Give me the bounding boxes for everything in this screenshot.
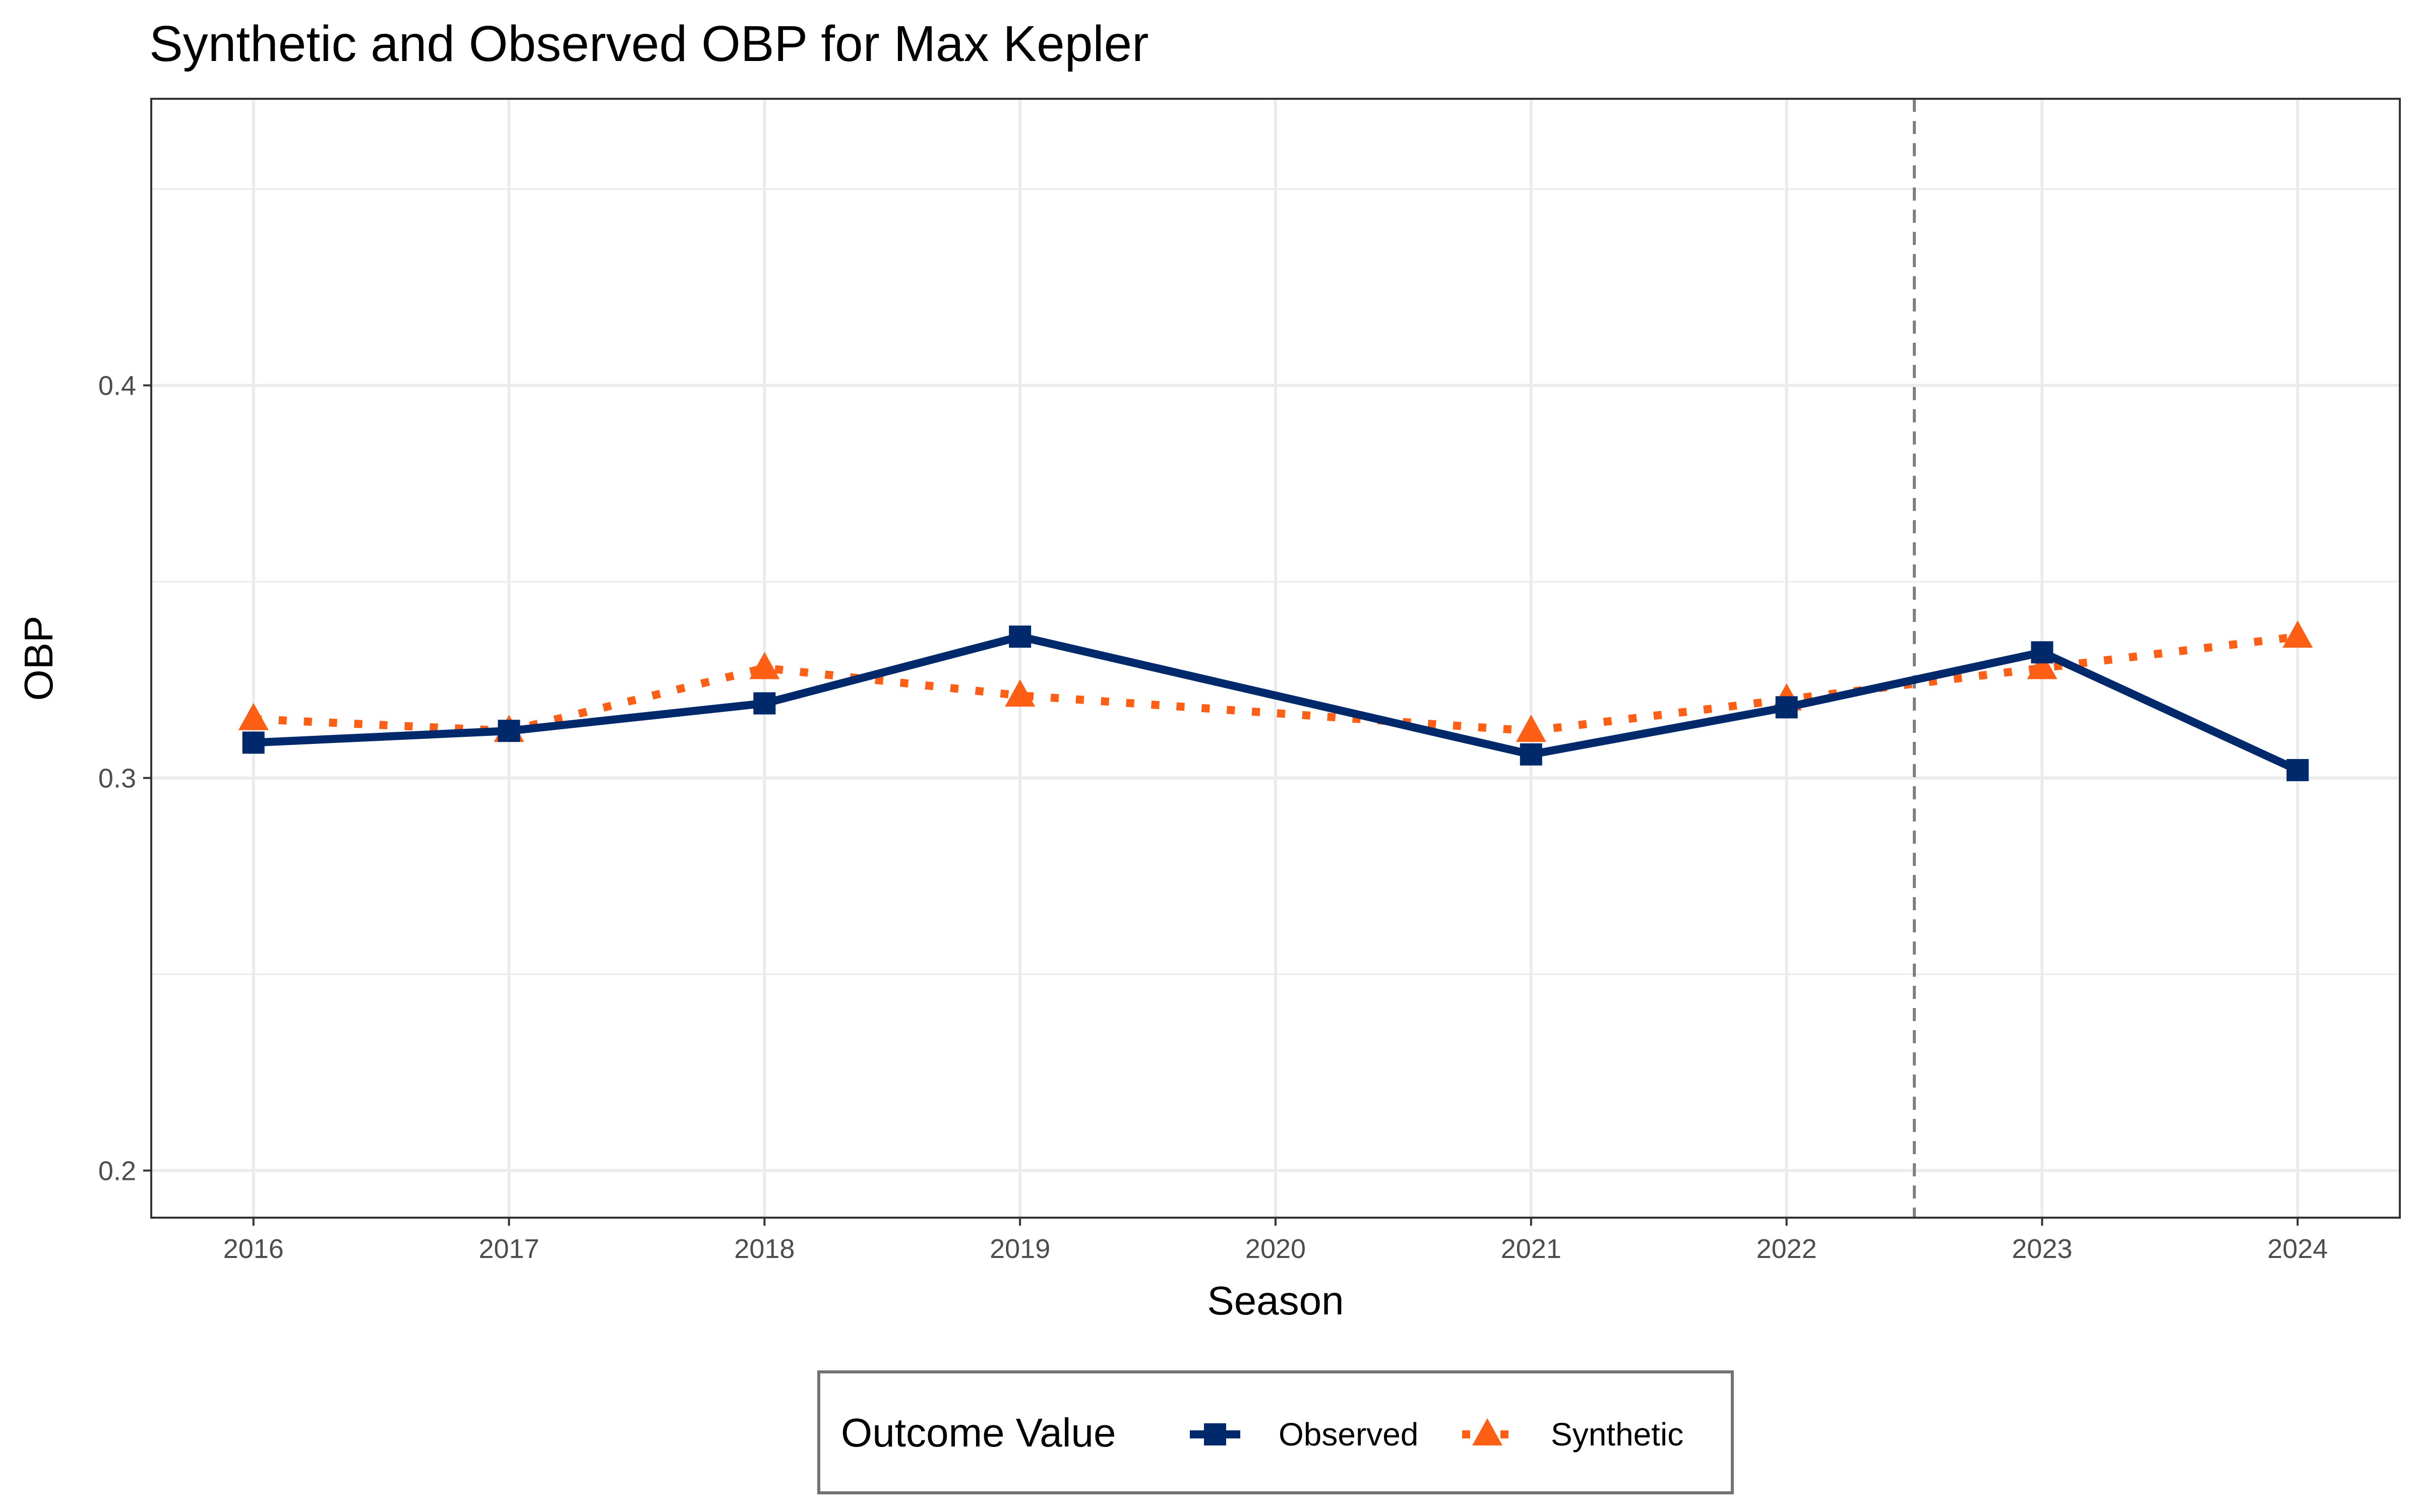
y-tick-label: 0.2 xyxy=(98,1156,136,1186)
x-tick-label: 2018 xyxy=(734,1234,795,1264)
synthetic-point xyxy=(2282,620,2313,648)
x-axis: 2016 2017 2018 2019 2020 2021 2022 2023 2024 xyxy=(223,1218,2328,1264)
synthetic-point xyxy=(238,703,269,730)
plot-panel xyxy=(150,98,2401,1219)
observed-point xyxy=(753,692,776,715)
observed-point xyxy=(2286,759,2309,781)
y-tick-label: 0.4 xyxy=(98,371,136,401)
series-line-observed xyxy=(253,633,2300,774)
y-tick-label: 0.3 xyxy=(98,764,136,794)
observed-point xyxy=(1520,743,1542,766)
legend-box xyxy=(817,1370,1734,1494)
synthetic-point xyxy=(1516,715,1546,742)
legend-item-observed: Observed xyxy=(1190,1416,1418,1453)
observed-point xyxy=(1775,696,1798,719)
x-tick-label: 2019 xyxy=(990,1234,1050,1264)
synthetic-point xyxy=(2027,652,2058,679)
legend-key-triangle xyxy=(1472,1418,1502,1445)
legend-label: Observed xyxy=(1279,1416,1418,1453)
observed-point xyxy=(242,731,265,754)
synthetic-point xyxy=(1005,679,1036,707)
series-layer xyxy=(238,620,2313,781)
legend-item-synthetic: Synthetic xyxy=(1462,1416,1683,1453)
x-tick-label: 2016 xyxy=(223,1234,284,1264)
x-tick-label: 2020 xyxy=(1245,1234,1306,1264)
observed-point xyxy=(2031,641,2053,664)
chart-title: Synthetic and Observed OBP for Max Keple… xyxy=(149,16,1148,72)
legend-title: Outcome Value xyxy=(841,1410,1116,1455)
legend: Outcome Value Observed Synthetic xyxy=(817,1370,1734,1494)
legend-items: Observed Synthetic xyxy=(1190,1416,1683,1453)
series-observed xyxy=(242,625,2309,781)
x-tick-label: 2023 xyxy=(2012,1234,2072,1264)
y-axis-title: OBP xyxy=(16,616,61,701)
x-tick-label: 2022 xyxy=(1757,1234,1817,1264)
observed-point xyxy=(498,720,520,742)
y-axis: 0.2 0.3 0.4 xyxy=(98,371,151,1186)
x-tick-label: 2021 xyxy=(1501,1234,1561,1264)
legend-key-square xyxy=(1204,1423,1226,1445)
x-tick-label: 2017 xyxy=(478,1234,539,1264)
legend-label: Synthetic xyxy=(1551,1416,1683,1453)
synthetic-point xyxy=(749,652,780,679)
x-axis-title: Season xyxy=(1207,1278,1344,1323)
x-tick-label: 2024 xyxy=(2267,1234,2328,1264)
observed-point xyxy=(1009,625,1032,648)
